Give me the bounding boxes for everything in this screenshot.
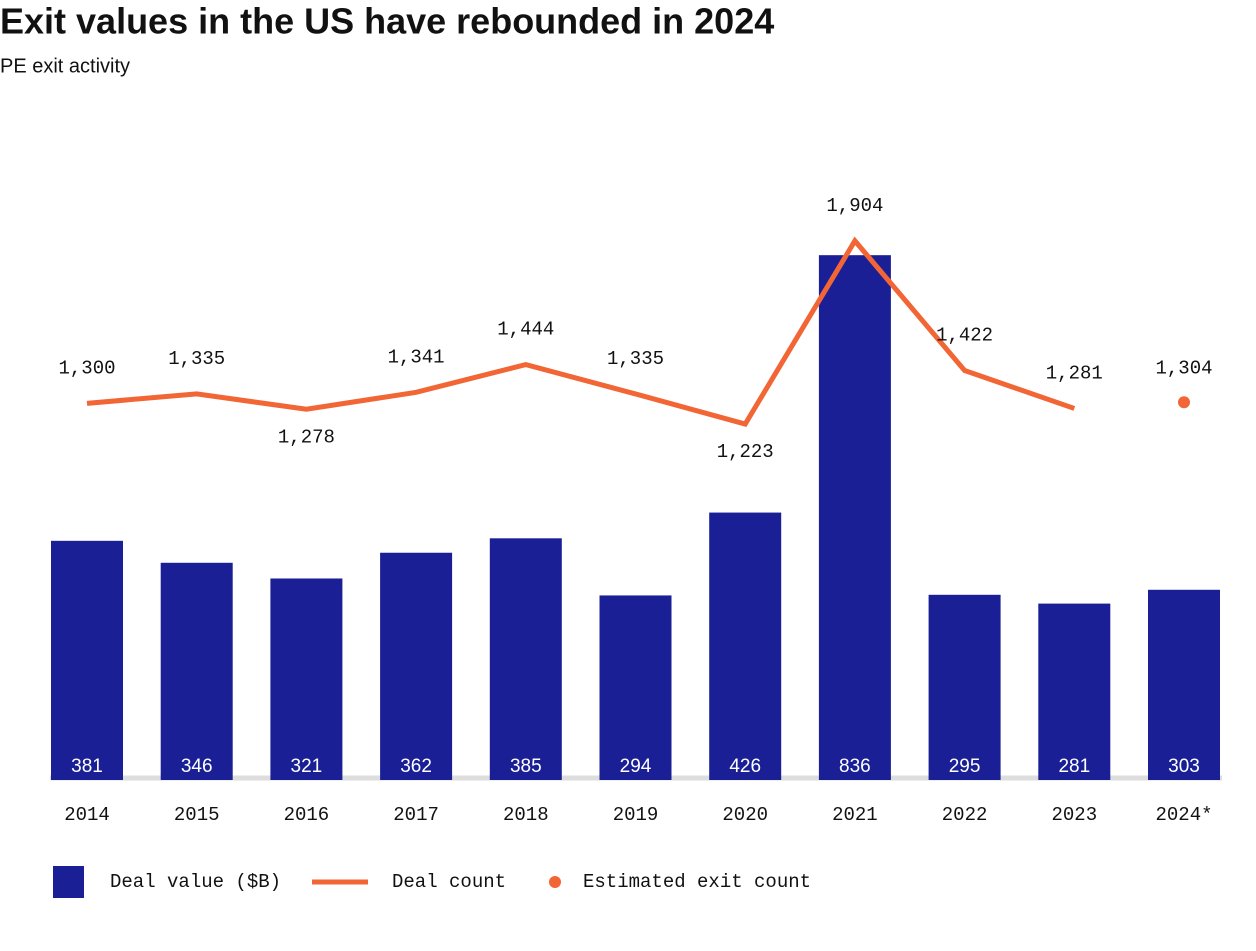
line-value-label: 1,335 (168, 348, 225, 370)
bar-value-label: 362 (400, 756, 432, 777)
bar (380, 552, 453, 780)
x-tick-label: 2021 (832, 804, 878, 826)
line (86, 236, 1076, 427)
bar-value-label: 281 (1058, 756, 1090, 777)
x-tick-label: 2016 (284, 804, 330, 826)
line-value-label: 1,444 (497, 319, 554, 341)
chart-subtitle: PE exit activity (0, 55, 130, 77)
x-tick-label: 2024* (1155, 804, 1212, 826)
legend-label: Deal value ($B) (110, 871, 281, 893)
x-tick-label: 2018 (503, 804, 549, 826)
line-value-label: 1,300 (58, 357, 115, 379)
x-tick-label: 2020 (722, 804, 768, 826)
legend-label: Estimated exit count (583, 871, 811, 893)
line-value-label: 1,278 (278, 426, 335, 448)
x-tick-label: 2019 (613, 804, 659, 826)
bar-value-label: 385 (510, 756, 542, 777)
bar (1148, 589, 1220, 780)
bar (928, 594, 1001, 780)
chart-title: Exit values in the US have rebounded in … (0, 1, 774, 42)
x-tick-label: 2017 (393, 804, 439, 826)
line-value-label: 1,223 (717, 441, 774, 463)
bar-value-label: 321 (291, 756, 323, 777)
bar-value-label: 294 (620, 756, 652, 777)
x-tick-label: 2023 (1051, 804, 1097, 826)
estimate-dot (1178, 396, 1190, 409)
bar (489, 538, 562, 780)
line-value-label: 1,281 (1046, 362, 1103, 384)
x-tick-label: 2014 (64, 804, 110, 826)
bar (160, 562, 233, 780)
legend-swatch (53, 866, 84, 898)
bar-value-label: 295 (949, 756, 981, 777)
dot-value-label: 1,304 (1155, 357, 1212, 379)
bar (709, 512, 782, 780)
bar (270, 578, 343, 780)
x-tick-label: 2015 (174, 804, 220, 826)
x-tick-label: 2022 (942, 804, 988, 826)
bar-value-label: 836 (839, 756, 871, 777)
line-value-label: 1,335 (607, 348, 664, 370)
line-value-label: 1,422 (936, 325, 993, 347)
bar-value-label: 426 (729, 756, 761, 777)
bar (818, 255, 891, 780)
bar-value-label: 346 (181, 756, 213, 777)
bar-value-label: 303 (1168, 756, 1200, 777)
bar-value-label: 381 (71, 756, 103, 777)
legend-swatch (549, 876, 561, 888)
bar (1038, 603, 1111, 780)
bar (599, 595, 672, 780)
legend-label: Deal count (392, 871, 506, 893)
line-value-label: 1,904 (826, 195, 883, 217)
line-value-label: 1,341 (388, 346, 445, 368)
bar (51, 540, 123, 780)
